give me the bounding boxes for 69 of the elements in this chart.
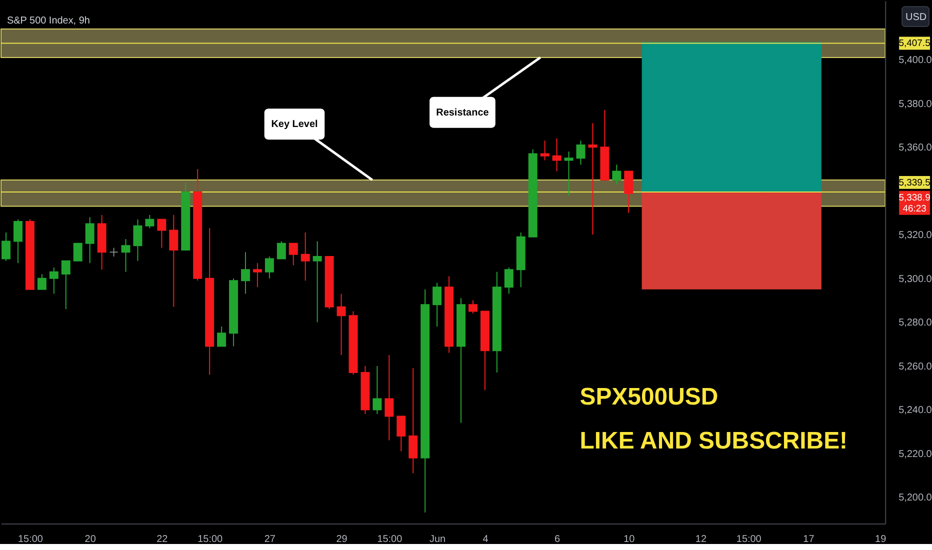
band-label: Resistance: [436, 107, 490, 118]
y-tick-label: 5,300.0: [898, 274, 932, 285]
x-tick-label: 17: [803, 534, 815, 545]
candlestick: [624, 170, 634, 214]
candlestick: [169, 214, 178, 308]
y-tick-label: 5,260.0: [898, 361, 932, 372]
candlestick: [288, 242, 298, 266]
candlestick: [336, 293, 346, 356]
candlestick: [408, 368, 418, 474]
band-label: Key Level: [271, 119, 318, 130]
candlestick: [552, 138, 562, 172]
y-tick-label: 5,200.0: [898, 492, 932, 504]
candlestick: [217, 326, 226, 347]
candlestick: [576, 140, 586, 166]
y-tick-label: 5,400.0: [898, 55, 932, 66]
y-tick-label: 5,360.0: [898, 142, 932, 154]
x-tick-label: 10: [624, 534, 636, 545]
y-tick-label: 5,240.0: [898, 405, 932, 416]
candlestick: [612, 164, 622, 185]
candlestick: [241, 252, 250, 294]
x-tick-label: 19: [875, 534, 887, 545]
y-axis-title: USD: [906, 12, 927, 24]
y-tick-label: 5,320.0: [898, 230, 932, 242]
candlestick: [49, 266, 58, 294]
candlestick: [85, 216, 94, 264]
x-tick-label: 27: [264, 534, 276, 545]
candlestick: [504, 266, 514, 294]
candlestick: [2, 232, 11, 262]
candlestick: [252, 262, 262, 288]
candlestick: [121, 238, 130, 272]
candlestick: [564, 151, 574, 196]
candlestick: [384, 354, 394, 441]
x-tick-label: 15:00: [18, 534, 44, 545]
x-tick-label: 6: [554, 534, 561, 545]
x-tick-label: Jun: [430, 534, 446, 545]
x-tick-label: 12: [695, 534, 707, 545]
annotation: SPX500USD: [580, 384, 718, 411]
candlestick: [14, 218, 22, 264]
candlestick: [73, 242, 82, 262]
candlestick: [157, 218, 166, 248]
candlestick: [264, 256, 274, 279]
candlestick: [300, 232, 310, 282]
candlestick: [540, 140, 550, 161]
candlestick: [133, 218, 142, 262]
y-tick-label: 5,220.0: [898, 448, 932, 460]
x-tick-label: 29: [336, 534, 348, 545]
candlestick: [312, 240, 322, 323]
x-tick-label: 22: [156, 534, 168, 545]
y-tick-label: 5,380.0: [898, 98, 932, 110]
x-tick-label: 15:00: [736, 534, 762, 545]
candlestick: [61, 260, 70, 310]
candlestick: [396, 416, 406, 452]
x-tick-label: 15:00: [377, 534, 403, 545]
ref-line-label: 5,407.5: [898, 38, 930, 50]
x-tick-label: 20: [84, 534, 96, 545]
x-tick-label: 15:00: [198, 534, 223, 545]
x-tick-label: 4: [482, 534, 489, 545]
candlestick: [145, 214, 154, 229]
candlestick: [372, 365, 382, 415]
annotation: LIKE AND SUBSCRIBE!: [580, 428, 848, 455]
candlestick: [468, 300, 478, 314]
text: S&P 500 Index, 9h: [6, 16, 90, 27]
candlestick: [37, 274, 46, 290]
ref-line-label: 5,339.5: [898, 177, 930, 188]
y-tick-label: 5,280.0: [898, 318, 932, 329]
candlestick: [432, 282, 442, 328]
candlestick: [588, 122, 598, 236]
text: 5,338.9 46:23: [898, 192, 930, 214]
candlestick: [276, 240, 286, 260]
